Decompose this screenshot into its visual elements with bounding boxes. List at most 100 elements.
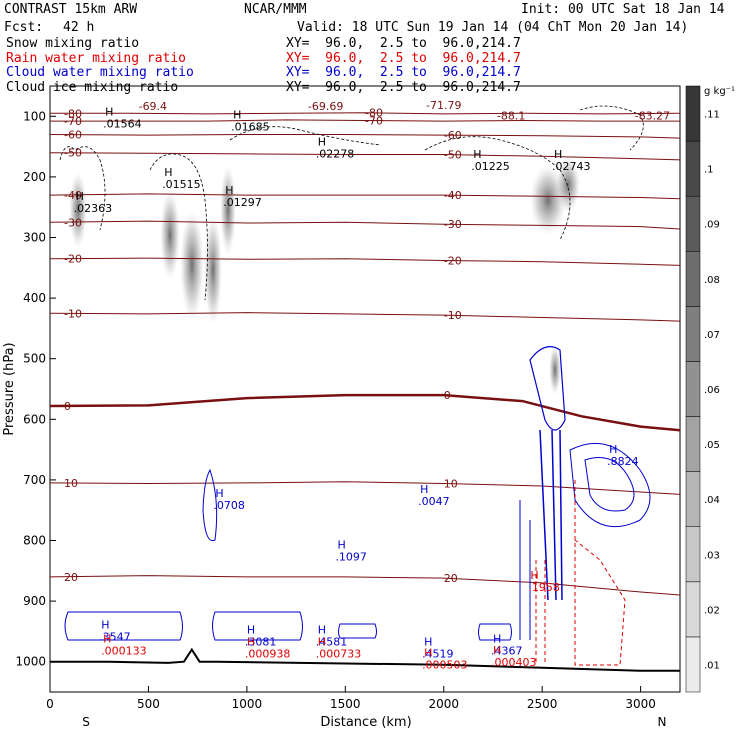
- maximum-value: .000133: [101, 645, 147, 658]
- colorbar-swatch: [685, 306, 701, 362]
- colorbar-tick-label: .09: [704, 220, 720, 231]
- maximum-marker: H: [420, 483, 428, 496]
- maximum-value: .01225: [471, 160, 510, 173]
- maximum-marker: H: [105, 105, 113, 118]
- maximum-value: .0708: [213, 499, 245, 512]
- temperature-contour-label: 20: [444, 572, 458, 585]
- temperature-contour-label: -50: [444, 148, 462, 161]
- snow-blob: [556, 157, 580, 213]
- colorbar-swatch: [685, 471, 701, 527]
- maximum-value: .4519: [422, 648, 454, 661]
- maximum-marker: H: [424, 636, 432, 649]
- field-name-rain: Rain water mixing ratio: [6, 51, 187, 66]
- maximum-value: .8824: [607, 455, 639, 468]
- minimum-value: -88.1: [497, 109, 525, 122]
- colorbar-tick-label: .07: [704, 330, 720, 341]
- maximum-value: .02743: [552, 160, 591, 173]
- maximum-value: .4367: [491, 645, 523, 658]
- maximum-marker: H: [76, 190, 84, 203]
- snow-blob: [549, 345, 561, 395]
- maximum-marker: H: [101, 619, 109, 632]
- maximum-value: .0047: [418, 495, 450, 508]
- x-tick-label: 500: [137, 697, 160, 711]
- field-name-cloud-ice: Cloud ice mixing ratio: [6, 80, 179, 95]
- colorbar-tick-label: .06: [704, 385, 720, 396]
- maximum-value: .01515: [162, 178, 201, 191]
- x-tick-label: 3000: [625, 697, 656, 711]
- snow-shading: [69, 157, 580, 395]
- temperature-contour: [50, 112, 681, 115]
- temperature-contour-label: -20: [444, 255, 462, 268]
- maximum-marker: H: [247, 636, 255, 649]
- cloud-ice-contours: [59, 105, 644, 301]
- cloud-water-contour: [569, 442, 651, 528]
- temperature-contour-label: 20: [64, 571, 78, 584]
- model-title: CONTRAST 15km ARW: [4, 2, 138, 17]
- field-xy-rain: XY= 96.0, 2.5 to 96.0,214.7: [286, 51, 521, 66]
- maximum-marker: H: [318, 636, 326, 649]
- plot-frame: [49, 85, 681, 693]
- colorbar-tick-label: .08: [704, 275, 720, 286]
- temperature-contour-label: 0: [444, 389, 451, 402]
- maximum-marker: H: [337, 539, 345, 552]
- cloud-water-contour: [202, 468, 218, 542]
- north-end-label: N: [658, 715, 667, 729]
- colorbar-tick-label: .01: [704, 660, 720, 671]
- temperature-contour: [49, 575, 681, 596]
- cloud-ice-contour: [579, 105, 644, 151]
- south-end-label: S: [82, 715, 90, 729]
- maximum-marker: H: [554, 148, 562, 161]
- org-label: NCAR/MMM: [244, 2, 307, 17]
- temperature-contour: [49, 312, 681, 322]
- temperature-contour: [49, 220, 681, 230]
- temperature-contour-label: -60: [64, 128, 82, 141]
- colorbar-unit: g kg⁻¹: [704, 86, 735, 97]
- maximum-value: .000733: [316, 648, 362, 661]
- temperature-contour-label: -20: [64, 253, 82, 266]
- minimum-value: -83.27: [635, 109, 670, 122]
- maximum-marker: H: [318, 136, 326, 149]
- cloud-water-contour: [64, 611, 183, 641]
- colorbar-tick-label: .05: [704, 440, 720, 451]
- x-tick-label: 1000: [232, 697, 263, 711]
- cloud-ice-contour: [229, 126, 381, 146]
- forecast-hour: 42 h: [63, 20, 95, 35]
- maximum-value: .1958: [528, 581, 560, 594]
- y-tick-label: 300: [23, 231, 46, 245]
- temperature-contour-label: -30: [64, 216, 82, 229]
- rain-water-contour: [574, 480, 626, 666]
- y-tick-label: 500: [23, 352, 46, 366]
- maximum-marker: H: [530, 569, 538, 582]
- minimum-value: -71.79: [426, 99, 461, 112]
- temperature-contour: [49, 393, 681, 432]
- colorbar-swatch: [685, 416, 701, 472]
- maximum-marker: H: [225, 184, 233, 197]
- y-tick-label: 600: [23, 412, 46, 426]
- temperature-contour-label: 10: [444, 478, 458, 491]
- cloud-water-contour: [584, 457, 635, 512]
- axis-ticks: 0 500 1000 1500 2000 2500 30001002003004005006…: [15, 109, 655, 711]
- maximum-value: .000503: [422, 659, 468, 672]
- snow-blob: [204, 215, 222, 325]
- x-tick-label: 2500: [527, 697, 558, 711]
- cloud-water-contour: [212, 611, 303, 641]
- maximum-value: .02278: [316, 148, 355, 161]
- colorbar-swatch: [685, 85, 701, 142]
- field-xy-cloud-ice: XY= 96.0, 2.5 to 96.0,214.7: [286, 80, 521, 95]
- maximum-value: .02363: [74, 202, 113, 215]
- snow-blob: [160, 190, 180, 280]
- temperature-contour-label: 0: [64, 400, 71, 413]
- temperature-contour: [50, 119, 680, 122]
- colorbar-tick-label: .11: [704, 110, 720, 121]
- field-name-cloud-water: Cloud water mixing ratio: [6, 65, 194, 80]
- temperature-contour-label: -40: [444, 189, 462, 202]
- x-axis-label: Distance (km): [320, 715, 411, 730]
- x-tick-label: 0: [46, 697, 54, 711]
- temperature-contour-label: -40: [64, 189, 82, 202]
- minimum-value: -69.4: [139, 100, 167, 113]
- maximum-marker: H: [103, 633, 111, 646]
- snow-blob: [220, 165, 236, 255]
- y-tick-label: 700: [23, 473, 46, 487]
